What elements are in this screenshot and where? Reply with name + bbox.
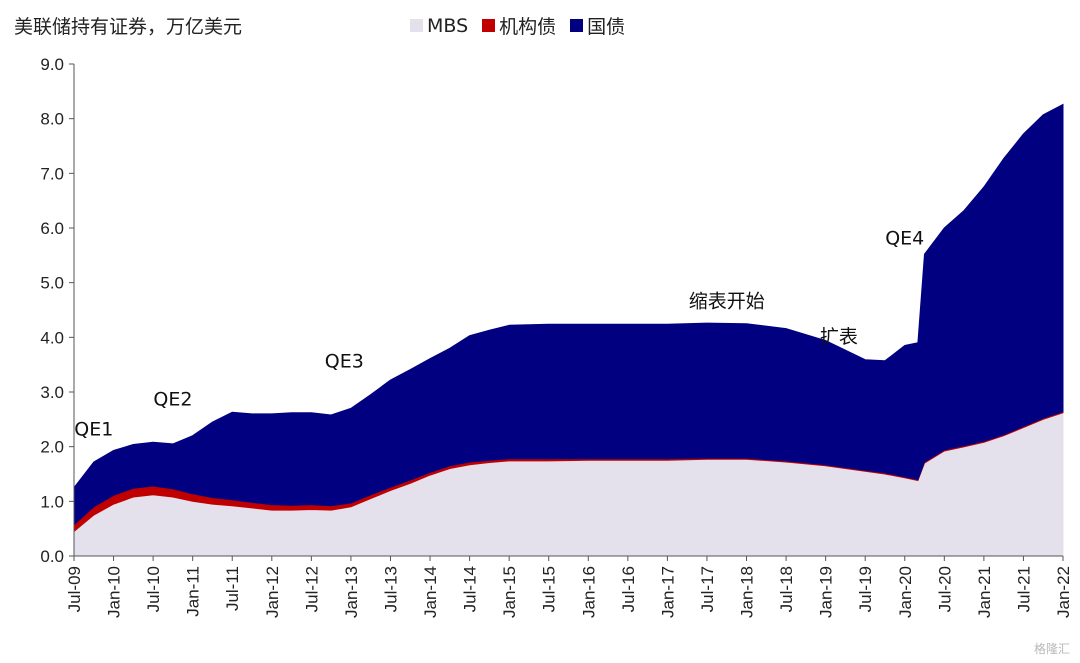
annotation-label: 缩表开始 bbox=[689, 290, 765, 312]
x-tick-label: Jul-15 bbox=[540, 566, 559, 612]
y-tick-label: 2.0 bbox=[40, 438, 64, 457]
x-tick-label: Jul-17 bbox=[698, 566, 717, 612]
y-tick-label: 5.0 bbox=[40, 274, 64, 293]
chart-title: 美联储持有证券，万亿美元 bbox=[14, 16, 243, 38]
legend-label-mbs: MBS bbox=[427, 14, 469, 37]
y-tick-label: 3.0 bbox=[40, 383, 64, 402]
x-tick-label: Jan-12 bbox=[263, 566, 282, 618]
x-tick-label: Jul-12 bbox=[302, 566, 321, 612]
annotation-label: QE4 bbox=[885, 227, 924, 249]
y-tick-label: 1.0 bbox=[40, 492, 64, 511]
y-tick-label: 6.0 bbox=[40, 219, 64, 238]
area-series-2 bbox=[73, 103, 1064, 526]
watermark: 格隆汇 bbox=[1033, 642, 1070, 656]
x-tick-label: Jul-16 bbox=[619, 566, 638, 612]
x-tick-label: Jul-14 bbox=[461, 566, 480, 612]
x-tick-label: Jul-11 bbox=[223, 566, 242, 611]
x-tick-label: Jul-18 bbox=[777, 566, 796, 612]
x-tick-label: Jan-20 bbox=[896, 566, 915, 618]
x-tick-label: Jul-10 bbox=[144, 566, 163, 612]
x-tick-label: Jan-19 bbox=[817, 566, 836, 618]
legend-item-mbs: MBS bbox=[410, 15, 468, 37]
legend: MBS 机构债 国债 bbox=[410, 12, 625, 39]
x-tick-label: Jan-11 bbox=[184, 566, 203, 617]
legend-swatch-mbs bbox=[410, 19, 423, 32]
legend-swatch-treasury bbox=[570, 19, 584, 32]
x-tick-label: Jan-15 bbox=[500, 566, 519, 618]
annotation-label: QE3 bbox=[325, 350, 364, 372]
legend-item-agency: 机构债 bbox=[482, 12, 556, 39]
x-tick-label: Jan-22 bbox=[1054, 566, 1073, 618]
legend-label-agency: 机构债 bbox=[499, 16, 557, 38]
x-tick-label: Jul-19 bbox=[856, 566, 875, 612]
x-tick-label: Jan-13 bbox=[342, 566, 361, 618]
x-tick-label: Jan-16 bbox=[579, 566, 598, 618]
y-tick-label: 9.0 bbox=[40, 55, 64, 74]
annotation-label: QE2 bbox=[153, 389, 192, 411]
x-tick-label: Jan-17 bbox=[658, 566, 677, 618]
legend-label-treasury: 国债 bbox=[587, 16, 626, 38]
legend-swatch-agency bbox=[482, 19, 496, 32]
annotation-label: QE1 bbox=[74, 419, 113, 441]
legend-item-treasury: 国债 bbox=[570, 12, 625, 39]
y-tick-label: 8.0 bbox=[40, 110, 64, 129]
x-tick-label: Jan-10 bbox=[105, 566, 124, 618]
x-tick-label: Jan-14 bbox=[421, 566, 440, 618]
y-tick-label: 0.0 bbox=[40, 547, 64, 566]
x-tick-label: Jul-21 bbox=[1014, 566, 1033, 612]
annotation-label: 扩表 bbox=[820, 326, 858, 348]
y-tick-label: 4.0 bbox=[40, 328, 64, 347]
y-tick-label: 7.0 bbox=[40, 164, 64, 183]
x-tick-label: Jul-20 bbox=[935, 566, 954, 612]
x-tick-label: Jan-18 bbox=[738, 566, 757, 618]
x-tick-label: Jul-09 bbox=[65, 566, 84, 612]
x-tick-label: Jul-13 bbox=[381, 566, 400, 612]
x-tick-label: Jan-21 bbox=[975, 566, 994, 618]
